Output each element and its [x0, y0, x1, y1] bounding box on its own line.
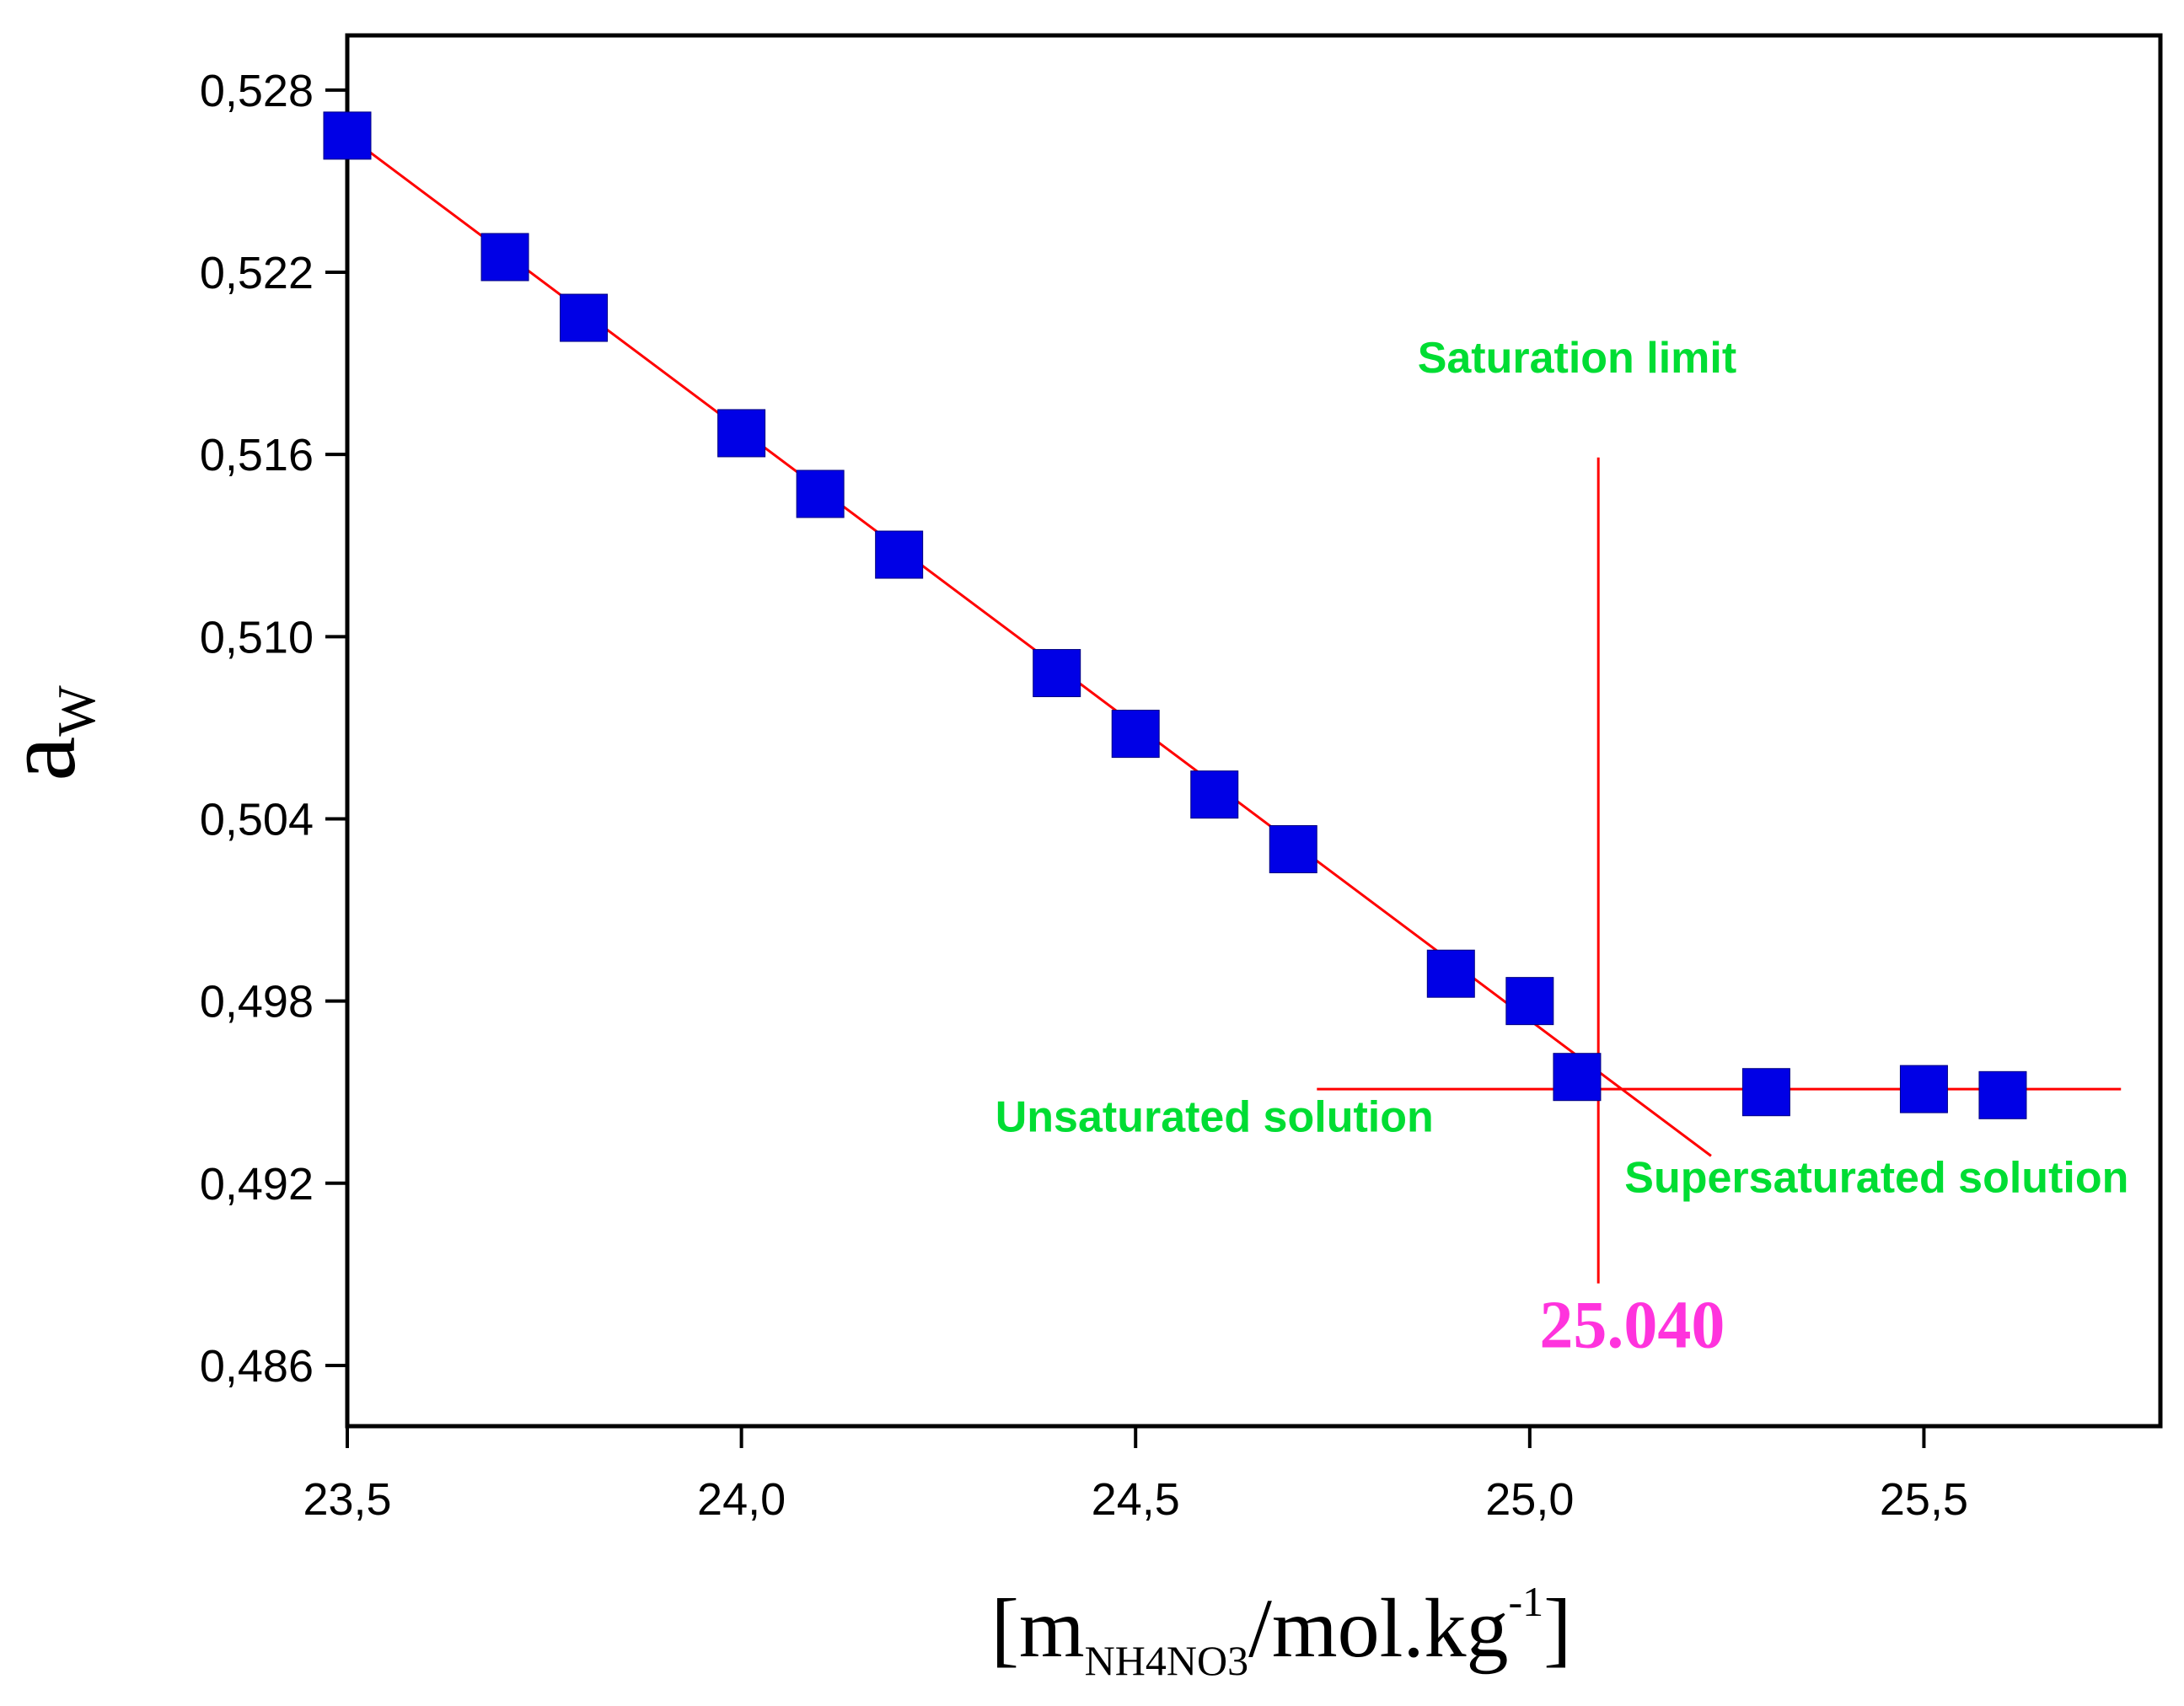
y-tick-label: 0,510	[200, 612, 314, 663]
y-tick-label: 0,492	[200, 1159, 314, 1210]
annotation-label: Saturation limit	[1418, 334, 1736, 383]
y-tick-label: 0,486	[200, 1341, 314, 1392]
data-point	[1190, 770, 1239, 819]
x-axis-title-subscript: NH4NO3	[1085, 1637, 1248, 1684]
y-axis-title-main: a	[0, 737, 96, 781]
data-point	[1741, 1068, 1790, 1117]
data-points	[323, 111, 2027, 1119]
y-axis-title-subscript: W	[46, 685, 106, 737]
data-point	[1111, 710, 1160, 759]
x-tick-label: 24,5	[1092, 1474, 1180, 1525]
x-axis-ticks: 23,5 24,0 24,5 25,0 25,5	[303, 1426, 1968, 1525]
y-tick-label: 0,528	[200, 66, 314, 116]
y-tick-label: 0,522	[200, 248, 314, 298]
data-point	[1426, 949, 1475, 998]
annotations: Saturation limit Unsaturated solution Supe…	[995, 334, 2129, 1362]
data-point	[1553, 1053, 1602, 1102]
y-tick-label: 0,516	[200, 430, 314, 480]
x-tick-label: 24,0	[697, 1474, 786, 1525]
data-point	[717, 409, 766, 458]
y-axis-title: aW	[0, 685, 106, 781]
x-tick-label: 23,5	[303, 1474, 391, 1525]
data-point	[323, 111, 372, 160]
data-point	[875, 530, 924, 579]
data-point	[1505, 977, 1554, 1026]
x-axis-title-prefix: [m	[991, 1581, 1085, 1675]
data-point	[480, 233, 529, 282]
x-axis-title-superscript: -1	[1508, 1578, 1543, 1625]
data-point	[796, 469, 845, 518]
annotation-label: Unsaturated solution	[995, 1093, 1434, 1142]
x-axis-title: [mNH4NO3/mol.kg-1]	[991, 1578, 1572, 1684]
plot-frame	[345, 33, 2163, 1429]
data-point	[560, 293, 609, 342]
x-tick-label: 25,5	[1880, 1474, 1968, 1525]
unsaturated-fit-line	[330, 122, 1712, 1157]
data-point	[1899, 1065, 1948, 1113]
y-tick-label: 0,498	[200, 977, 314, 1027]
saturation-value-label: 25.040	[1539, 1288, 1725, 1362]
y-tick-label: 0,504	[200, 794, 314, 845]
data-point	[1269, 825, 1317, 874]
data-point	[1978, 1070, 2027, 1119]
annotation-label: Supersaturated solution	[1624, 1154, 2128, 1203]
x-axis-title-suffix: ]	[1543, 1581, 1571, 1675]
x-tick-label: 25,0	[1485, 1474, 1574, 1525]
x-axis-title-middle: /mol.kg	[1248, 1581, 1508, 1675]
data-point	[1033, 649, 1081, 698]
y-axis-ticks: 0,486 0,492 0,498 0,504 0,510 0,516 0,522 0,528	[200, 66, 347, 1392]
